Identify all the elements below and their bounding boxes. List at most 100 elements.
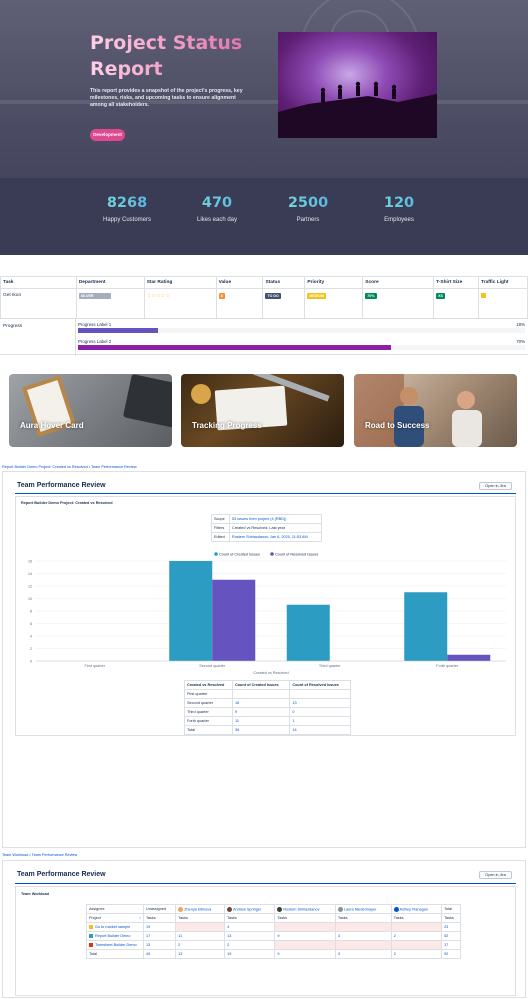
priority-lozenge: MEDIUM <box>307 293 326 299</box>
workload-cell[interactable]: 92 <box>441 949 461 959</box>
workload-cell[interactable]: 4 <box>224 922 276 932</box>
workload-cell[interactable]: 11 <box>175 931 226 941</box>
assignee-header[interactable]: Rustem Shiriazdanov <box>274 904 336 914</box>
workload-cell[interactable]: 9 <box>274 949 336 959</box>
chart-bar <box>212 579 256 661</box>
star-rating[interactable]: ☆☆☆☆☆ <box>146 293 171 299</box>
hikers-image <box>278 32 437 138</box>
created-vs-resolved-chart: Count of Created Issues Count of Resolved… <box>28 552 506 675</box>
x-tick-label: Third quarter <box>319 664 341 668</box>
workload-cell[interactable]: 13 <box>175 949 226 959</box>
sort-icon: ↕ <box>139 916 141 920</box>
avatar <box>337 906 343 912</box>
department-lozenge: SILVER <box>78 293 111 299</box>
table-row: First quarter <box>184 689 351 699</box>
chart-bar <box>447 654 491 661</box>
legend-label: Count of Created Issues <box>219 553 260 557</box>
table-row: Report Builder Demo 17 11 13 9 3 2 52 <box>86 931 461 941</box>
progress-row: Progress Progress Label 1 18% Progress L… <box>0 318 528 356</box>
avatar <box>227 906 233 912</box>
assignee-header[interactable]: Andrew Springer <box>224 904 276 914</box>
task-cell: Get Ikon <box>0 288 77 319</box>
workload-cell[interactable]: 49 <box>142 949 177 959</box>
column-header: Status <box>262 276 306 289</box>
workload-cell[interactable]: 2 <box>175 940 226 950</box>
workload-cell[interactable]: 2 <box>390 949 443 959</box>
report-subtitle: Team Workload <box>21 892 49 896</box>
page-title: Project Status Report <box>90 30 260 82</box>
workload-cell[interactable]: 13 <box>224 931 276 941</box>
workload-cell[interactable]: 23 <box>441 922 461 932</box>
y-tick-label: 4 <box>30 634 32 638</box>
table-row: Timesheet Builder Demo 13 2 2 17 <box>86 940 461 950</box>
chart-bar <box>169 561 213 661</box>
workload-cell[interactable]: 52 <box>441 931 461 941</box>
report-panel-created-resolved: Team Performance Review Open in Jira Rep… <box>2 471 526 848</box>
aura-hover-card[interactable]: Aura Hover Card <box>9 374 172 447</box>
table-row: Get Ikon SILVER ☆☆☆☆☆ 8 TO DO MEDIUM 70%… <box>0 288 528 319</box>
column-header: Traffic Light <box>478 276 528 289</box>
y-tick-label: 8 <box>30 609 32 613</box>
workload-cell[interactable]: 9 <box>274 931 336 941</box>
score-lozenge: 70% <box>365 293 377 299</box>
legend-swatch <box>214 552 218 556</box>
column-header: Score <box>362 276 435 289</box>
card-title: Road to Success <box>365 421 430 430</box>
table-row: Second quarter 16 13 <box>184 698 351 708</box>
value-lozenge: 8 <box>218 293 225 299</box>
breadcrumb[interactable]: Report Builder Demo Project: Created vs … <box>2 465 137 469</box>
table-row: Third quarter 9 0 <box>184 707 351 717</box>
workload-cell <box>334 940 392 950</box>
x-tick-label: First quarter <box>85 664 106 668</box>
panel-title: Team Performance Review <box>17 871 106 878</box>
open-in-jira-button[interactable]: Open in Jira <box>479 482 512 490</box>
stat-likes: 470 Likes each day <box>172 194 262 223</box>
workload-cell <box>334 922 392 932</box>
card-title: Tracking Progress <box>192 421 262 430</box>
y-tick-label: 16 <box>28 559 32 563</box>
workload-cell[interactable]: 17 <box>441 940 461 950</box>
table-header-row: Task Department Star Rating Value Status… <box>0 276 528 289</box>
workload-cell <box>390 922 443 932</box>
workload-cell[interactable]: 13 <box>142 940 177 950</box>
stat-happy-customers: 8268 Happy Customers <box>82 194 172 223</box>
workload-cell[interactable]: 19 <box>224 949 276 959</box>
project-icon <box>89 934 93 938</box>
workload-cell[interactable]: 17 <box>142 931 177 941</box>
workload-cell[interactable]: 19 <box>142 922 177 932</box>
open-in-jira-button[interactable]: Open in Jira <box>479 871 512 879</box>
workload-cell[interactable]: 3 <box>334 949 392 959</box>
project-icon <box>89 943 93 947</box>
breadcrumb[interactable]: Team Workload • Team Performance Review <box>2 853 78 857</box>
workload-cell[interactable]: 2 <box>224 940 276 950</box>
column-header: Priority <box>304 276 364 289</box>
progress-bar <box>78 345 525 350</box>
panel-title: Team Performance Review <box>17 482 106 489</box>
legend-swatch <box>270 552 274 556</box>
workload-cell[interactable]: 2 <box>390 931 443 941</box>
y-tick-label: 0 <box>30 659 32 663</box>
y-tick-label: 10 <box>28 597 32 601</box>
status-lozenge[interactable]: TO DO <box>265 293 281 299</box>
progress-bar-fill <box>78 345 391 350</box>
column-header: T-Shirt Size <box>433 276 480 289</box>
stats-band: 8268 Happy Customers 470 Likes each day 25… <box>0 178 528 255</box>
progress-bar-label: Progress Label 1 <box>78 322 112 327</box>
workload-cell[interactable]: 3 <box>334 931 392 941</box>
avatar <box>393 906 399 912</box>
assignee-header[interactable]: Laura Niedermayer <box>334 904 392 914</box>
status-table: Task Department Star Rating Value Status… <box>0 276 528 319</box>
tracking-progress-card[interactable]: Tracking Progress <box>181 374 344 447</box>
assignee-header[interactable]: Zhenya Ellinova <box>175 904 226 914</box>
development-button[interactable]: Development <box>90 129 125 141</box>
workload-table: Assignee Unassigned Zhenya Ellinova Andr… <box>86 904 461 959</box>
road-to-success-card[interactable]: Road to Success <box>354 374 517 447</box>
workload-cell <box>274 940 336 950</box>
x-tick-label: Forth quarter <box>436 664 459 668</box>
project-icon <box>89 925 93 929</box>
assignee-header[interactable]: Ashley Flanagan <box>390 904 443 914</box>
y-tick-label: 6 <box>30 622 32 626</box>
x-axis-title: Created vs Resolved <box>253 671 288 675</box>
stat-partners: 2500 Partners <box>263 194 353 223</box>
column-header: Task <box>0 276 77 289</box>
